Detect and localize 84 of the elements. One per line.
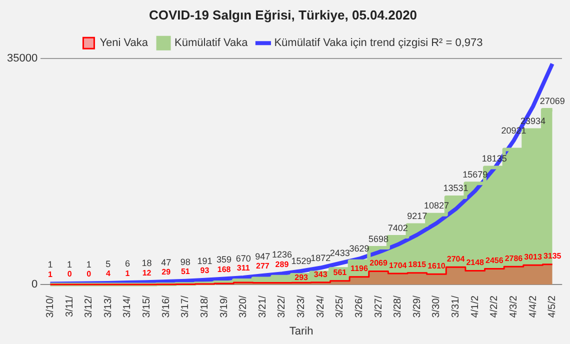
data-label: 2069 <box>370 258 388 268</box>
legend-label: Kümülatif Vaka <box>174 37 249 50</box>
data-label: 3629 <box>349 244 370 254</box>
data-label: 1 <box>48 270 54 279</box>
data-label: 191 <box>197 256 212 266</box>
x-tick-label: 3/10/ <box>44 295 56 318</box>
x-tick-label: 4/3/2 <box>508 295 520 318</box>
data-label: 289 <box>275 260 290 269</box>
x-tick-label: 4/1/2 <box>470 295 481 318</box>
data-label: 6 <box>124 258 130 269</box>
x-tick-label: 3/29/ <box>412 295 423 318</box>
data-label: 47 <box>161 258 172 268</box>
x-tick-label: 3/28/ <box>392 295 404 318</box>
x-tick-label: 3/15/ <box>142 295 153 318</box>
x-tick-label: 3/18/ <box>199 295 210 318</box>
data-label: 0 <box>86 269 92 278</box>
data-label: 27069 <box>540 96 565 106</box>
x-tick-label: 4/5/2 <box>547 295 558 318</box>
data-label: 2456 <box>486 256 504 265</box>
x-tick-label: 3/25/ <box>334 295 346 318</box>
data-label: 1529 <box>291 256 312 266</box>
x-axis-title: Tarih <box>289 325 314 338</box>
x-tick-label: 3/19/ <box>218 295 230 318</box>
x-tick-label: 3/20/ <box>238 295 250 318</box>
x-tick-label: 3/27/ <box>373 295 384 318</box>
data-label: 1 <box>48 260 53 270</box>
data-label: 359 <box>216 254 232 265</box>
x-tick-label: 3/24/ <box>315 295 326 318</box>
data-label: 10827 <box>424 200 449 211</box>
data-label: 1 <box>67 260 72 270</box>
data-label: 51 <box>180 267 190 276</box>
x-tick-label: 3/17/ <box>180 295 192 318</box>
data-label: 670 <box>236 253 251 264</box>
data-label: 1872 <box>310 252 331 263</box>
data-label: 18 <box>142 258 152 268</box>
data-label: 561 <box>333 268 348 278</box>
data-label: 2704 <box>446 254 466 264</box>
data-label: 3013 <box>524 252 542 262</box>
y-tick-label: 35000 <box>6 52 38 65</box>
legend-label: Kümülatif Vaka için trend çizgisi R² = 0,973 <box>274 37 483 50</box>
data-label: 311 <box>236 264 250 273</box>
x-tick-label: 3/14/ <box>122 295 134 318</box>
x-tick-label: 3/23/ <box>296 295 308 318</box>
data-label: 277 <box>256 262 270 271</box>
x-tick-label: 3/30/ <box>431 295 442 318</box>
data-label: 93 <box>200 266 210 276</box>
x-tick-label: 3/31/ <box>450 295 462 318</box>
data-label: 13531 <box>443 183 468 194</box>
data-label: 1610 <box>428 261 446 270</box>
data-label: 2433 <box>330 248 350 258</box>
data-label: 4 <box>106 269 111 278</box>
data-label: 9217 <box>407 211 428 222</box>
data-label: 1 <box>86 259 92 270</box>
x-tick-label: 3/11/ <box>64 295 76 318</box>
data-label: 947 <box>255 252 270 262</box>
data-label: 2148 <box>466 258 485 267</box>
data-label: 5698 <box>368 234 389 244</box>
data-label: 168 <box>217 264 232 274</box>
data-label: 293 <box>294 273 309 282</box>
data-label: 1704 <box>388 260 408 270</box>
data-label: 1196 <box>350 264 368 274</box>
legend-label: Yeni Vaka <box>100 37 149 50</box>
x-tick-label: 3/13/ <box>102 295 114 318</box>
data-label: 1815 <box>408 260 427 270</box>
data-label: 5 <box>106 258 111 269</box>
data-label: 29 <box>162 268 172 277</box>
data-label: 98 <box>180 256 190 267</box>
x-tick-label: 4/4/2 <box>528 295 539 318</box>
x-tick-label: 3/21/ <box>257 295 268 318</box>
x-tick-label: 3/26/ <box>354 295 365 318</box>
chart-title: COVID-19 Salgın Eğrisi, Türkiye, 05.04.2020 <box>148 7 418 22</box>
data-label: 3135 <box>543 252 562 261</box>
data-label: 0 <box>67 270 72 279</box>
data-label: 343 <box>314 270 328 279</box>
data-label: 15679 <box>462 169 488 180</box>
data-label: 2786 <box>504 254 524 263</box>
x-tick-label: 3/16/ <box>160 295 172 318</box>
data-label: 12 <box>142 268 152 278</box>
x-tick-label: 3/12/ <box>84 295 95 318</box>
data-label: 1236 <box>272 250 292 260</box>
x-tick-label: 4/2/2 <box>489 295 500 318</box>
x-tick-label: 3/22/ <box>276 295 288 318</box>
data-label: 7402 <box>388 222 408 233</box>
data-label: 1 <box>125 268 130 278</box>
